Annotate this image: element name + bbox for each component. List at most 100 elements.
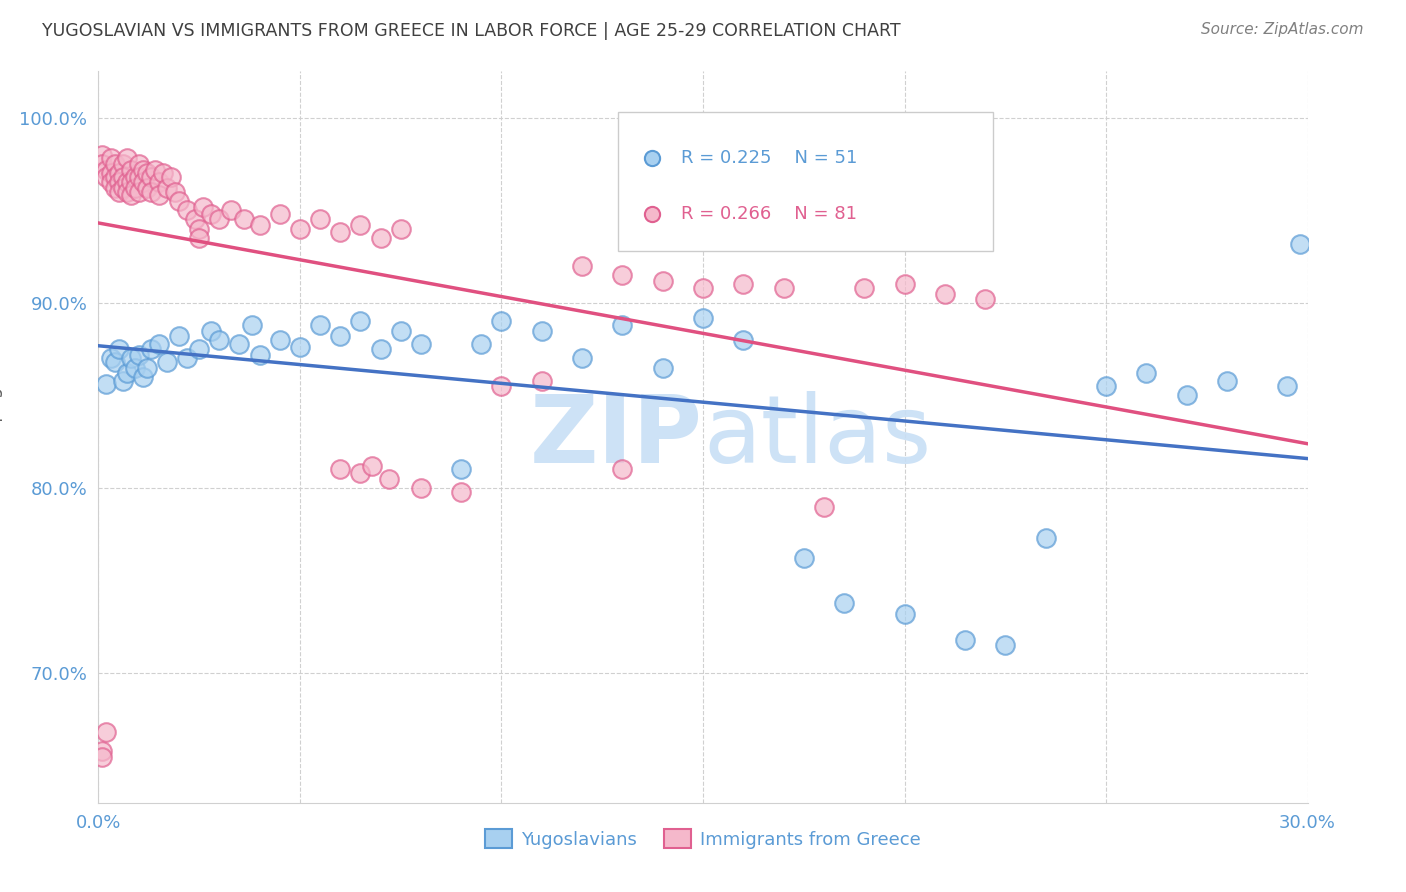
Point — [184, 212, 207, 227]
Point — [128, 169, 150, 184]
Point — [132, 176, 155, 190]
Point — [249, 218, 271, 232]
Point — [139, 169, 162, 184]
Point — [120, 188, 142, 202]
Point — [124, 181, 146, 195]
Point — [188, 231, 211, 245]
Point — [240, 318, 263, 332]
Point — [733, 277, 755, 292]
Point — [107, 185, 129, 199]
Point — [232, 212, 254, 227]
Text: atlas: atlas — [703, 391, 931, 483]
Point — [994, 639, 1017, 653]
Point — [571, 259, 593, 273]
Point — [450, 484, 472, 499]
Text: R = 0.225    N = 51: R = 0.225 N = 51 — [682, 149, 858, 167]
Point — [733, 333, 755, 347]
Point — [893, 607, 915, 621]
Point — [96, 377, 118, 392]
Point — [491, 314, 513, 328]
Point — [269, 333, 291, 347]
Point — [115, 152, 138, 166]
Point — [377, 472, 399, 486]
Y-axis label: In Labor Force | Age 25-29: In Labor Force | Age 25-29 — [0, 318, 3, 557]
Point — [103, 355, 125, 369]
Point — [389, 221, 412, 235]
Point — [148, 188, 170, 202]
Point — [530, 374, 553, 388]
Point — [329, 329, 352, 343]
Point — [107, 166, 129, 180]
Point — [160, 169, 183, 184]
Point — [128, 185, 150, 199]
Point — [309, 318, 332, 332]
Point — [156, 355, 179, 369]
Point — [91, 744, 114, 758]
Point — [329, 462, 352, 476]
Point — [1277, 379, 1299, 393]
Point — [91, 749, 114, 764]
Point — [530, 324, 553, 338]
Point — [188, 221, 211, 235]
Point — [249, 348, 271, 362]
Point — [208, 212, 231, 227]
Point — [103, 169, 125, 184]
Point — [651, 360, 673, 375]
Text: YUGOSLAVIAN VS IMMIGRANTS FROM GREECE IN LABOR FORCE | AGE 25-29 CORRELATION CHA: YUGOSLAVIAN VS IMMIGRANTS FROM GREECE IN… — [42, 22, 901, 40]
Point — [349, 314, 371, 328]
Point — [107, 342, 129, 356]
Point — [370, 342, 392, 356]
Point — [96, 169, 118, 184]
Point — [893, 277, 915, 292]
Point — [193, 200, 215, 214]
Point — [135, 181, 157, 195]
Point — [188, 342, 211, 356]
Point — [288, 221, 311, 235]
Point — [176, 351, 198, 366]
Point — [329, 226, 352, 240]
Point — [813, 500, 835, 514]
Point — [934, 286, 956, 301]
Point — [361, 458, 384, 473]
Point — [135, 166, 157, 180]
Legend: Yugoslavians, Immigrants from Greece: Yugoslavians, Immigrants from Greece — [478, 822, 928, 856]
Point — [91, 147, 114, 161]
Point — [124, 169, 146, 184]
Point — [111, 374, 134, 388]
Point — [167, 329, 190, 343]
Point — [1288, 236, 1310, 251]
Point — [200, 207, 222, 221]
Point — [103, 157, 125, 171]
Point — [651, 274, 673, 288]
Point — [1035, 531, 1057, 545]
Point — [974, 292, 997, 306]
Point — [100, 152, 122, 166]
Point — [228, 336, 250, 351]
Point — [167, 194, 190, 208]
Point — [163, 185, 186, 199]
Point — [143, 162, 166, 177]
Point — [111, 181, 134, 195]
Point — [96, 162, 118, 177]
Point — [450, 462, 472, 476]
Point — [612, 268, 634, 282]
Point — [176, 203, 198, 218]
Point — [135, 360, 157, 375]
Point — [103, 181, 125, 195]
Point — [148, 176, 170, 190]
Point — [491, 379, 513, 393]
Point — [100, 176, 122, 190]
Point — [100, 166, 122, 180]
Point — [1216, 374, 1239, 388]
Point — [288, 340, 311, 354]
Point — [772, 281, 794, 295]
Point — [1095, 379, 1118, 393]
Text: R = 0.266    N = 81: R = 0.266 N = 81 — [682, 205, 858, 223]
Point — [139, 185, 162, 199]
Point — [91, 157, 114, 171]
Point — [221, 203, 243, 218]
Point — [139, 342, 162, 356]
Point — [107, 176, 129, 190]
Point — [853, 281, 876, 295]
FancyBboxPatch shape — [619, 112, 993, 251]
